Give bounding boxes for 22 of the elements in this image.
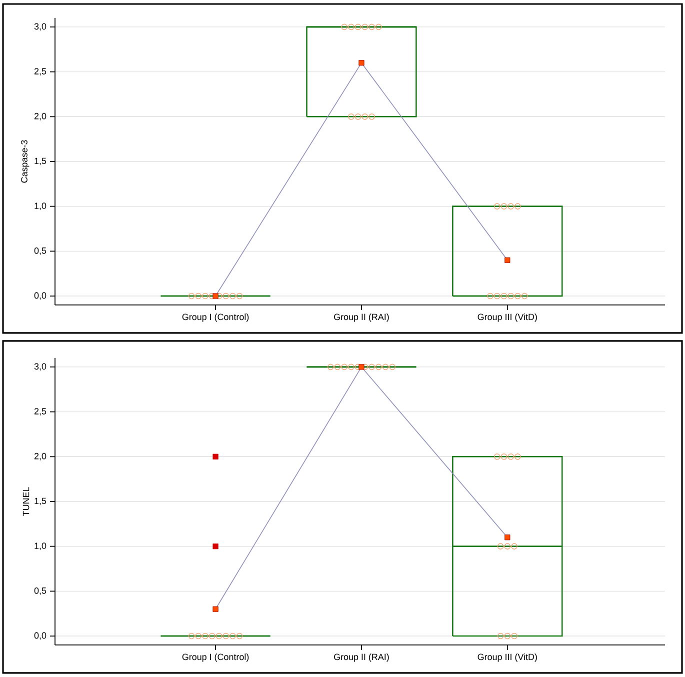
y-tick-label: 1,0	[34, 202, 46, 210]
y-tick-label: 3,0	[34, 23, 46, 31]
y-tick-label: 1,5	[34, 158, 46, 166]
x-tick-label: Group I (Control)	[182, 314, 249, 322]
y-tick-label: 0,0	[34, 292, 46, 300]
y-tick-label: 3,0	[34, 363, 46, 371]
x-tick-label: Group II (RAI)	[334, 654, 389, 662]
y-tick-label: 2,5	[34, 408, 46, 416]
y-tick-label: 2,5	[34, 68, 46, 76]
x-tick-label: Group I (Control)	[182, 654, 249, 662]
y-axis-title: Caspase-3	[21, 140, 30, 183]
y-tick-label: 0,0	[34, 632, 46, 640]
y-tick-label: 0,5	[34, 587, 46, 595]
y-axis-title: TUNEL	[22, 487, 30, 516]
y-tick-label: 2,0	[34, 112, 46, 120]
y-tick-label: 1,0	[34, 542, 46, 550]
x-tick-label: Group III (VitD)	[478, 654, 537, 662]
y-tick-label: 1,5	[34, 498, 46, 506]
x-tick-label: Group II (RAI)	[334, 314, 389, 322]
y-tick-label: 2,0	[34, 452, 46, 460]
x-tick-label: Group III (VitD)	[478, 314, 537, 322]
y-tick-label: 0,5	[34, 247, 46, 255]
